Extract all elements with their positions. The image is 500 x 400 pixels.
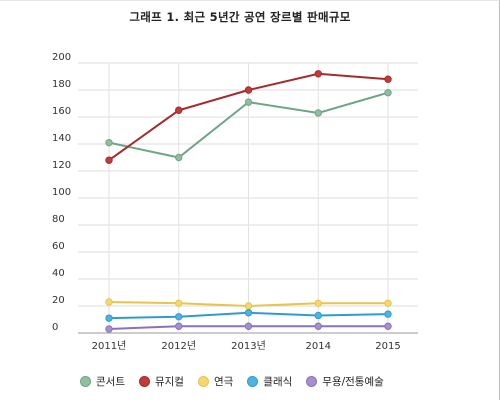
y-tick-label: 120 (52, 160, 71, 171)
data-point (244, 98, 253, 106)
data-point (244, 309, 253, 317)
legend-item: 콘서트 (80, 374, 125, 389)
legend-label: 뮤지컬 (154, 376, 184, 388)
data-point (105, 325, 113, 333)
data-point (384, 89, 392, 97)
data-point (105, 156, 113, 164)
data-point (175, 313, 183, 321)
data-point (175, 322, 183, 330)
chart-title: 그래프 1. 최근 5년간 공연 장르별 판매규모 (129, 10, 351, 24)
x-tick-label: 2012년 (161, 340, 196, 352)
y-tick-label: 80 (52, 214, 65, 225)
data-point (175, 106, 183, 114)
legend-swatch (306, 376, 318, 387)
y-tick-label: 20 (52, 295, 65, 306)
data-point (244, 86, 253, 94)
data-point (384, 299, 392, 307)
y-tick-label: 160 (52, 106, 71, 117)
y-tick-label: 200 (52, 52, 71, 63)
legend-item: 뮤지컬 (138, 374, 184, 389)
legend-swatch (80, 376, 91, 387)
data-point (175, 299, 183, 307)
data-point (384, 322, 392, 330)
legend-label: 연극 (213, 376, 234, 388)
data-point (384, 75, 392, 83)
data-point (244, 322, 253, 330)
y-tick-label: 60 (52, 241, 65, 252)
data-point (314, 311, 322, 320)
legend-item: 클래식 (247, 374, 292, 389)
y-tick-label: 180 (52, 79, 71, 90)
data-point (105, 138, 113, 147)
x-tick-label: 2015 (375, 341, 400, 352)
data-point (175, 153, 183, 162)
legend-item: 연극 (197, 374, 234, 389)
y-tick-label: 40 (52, 268, 65, 279)
y-tick-label: 140 (52, 133, 71, 144)
legend-label: 클래식 (263, 376, 293, 388)
legend-swatch (138, 376, 150, 387)
x-tick-label: 2013년 (231, 340, 266, 352)
line-chart: 0 20 40 60 80 100 120 140 160 180 200 2011년 2012년 201… (52, 52, 418, 352)
data-point (314, 299, 322, 307)
legend-item: 무용/전통예술 (306, 374, 384, 389)
legend-swatch (247, 376, 259, 387)
data-point (105, 298, 113, 306)
data-point (384, 310, 392, 318)
y-tick-label: 100 (52, 187, 71, 198)
data-point (314, 322, 322, 330)
data-point (314, 109, 322, 117)
x-tick-label: 2011년 (92, 340, 127, 352)
data-point (244, 302, 253, 310)
data-point (314, 70, 322, 78)
legend-swatch (197, 376, 209, 387)
chart-legend: 콘서트 뮤지컬 연극 클래식 무용/전통예술 (80, 374, 384, 389)
legend-label: 무용/전통예술 (322, 376, 384, 388)
data-point (105, 314, 113, 322)
x-tick-label: 2014 (306, 341, 331, 352)
legend-label: 콘서트 (96, 376, 125, 388)
y-tick-label: 0 (52, 322, 58, 333)
